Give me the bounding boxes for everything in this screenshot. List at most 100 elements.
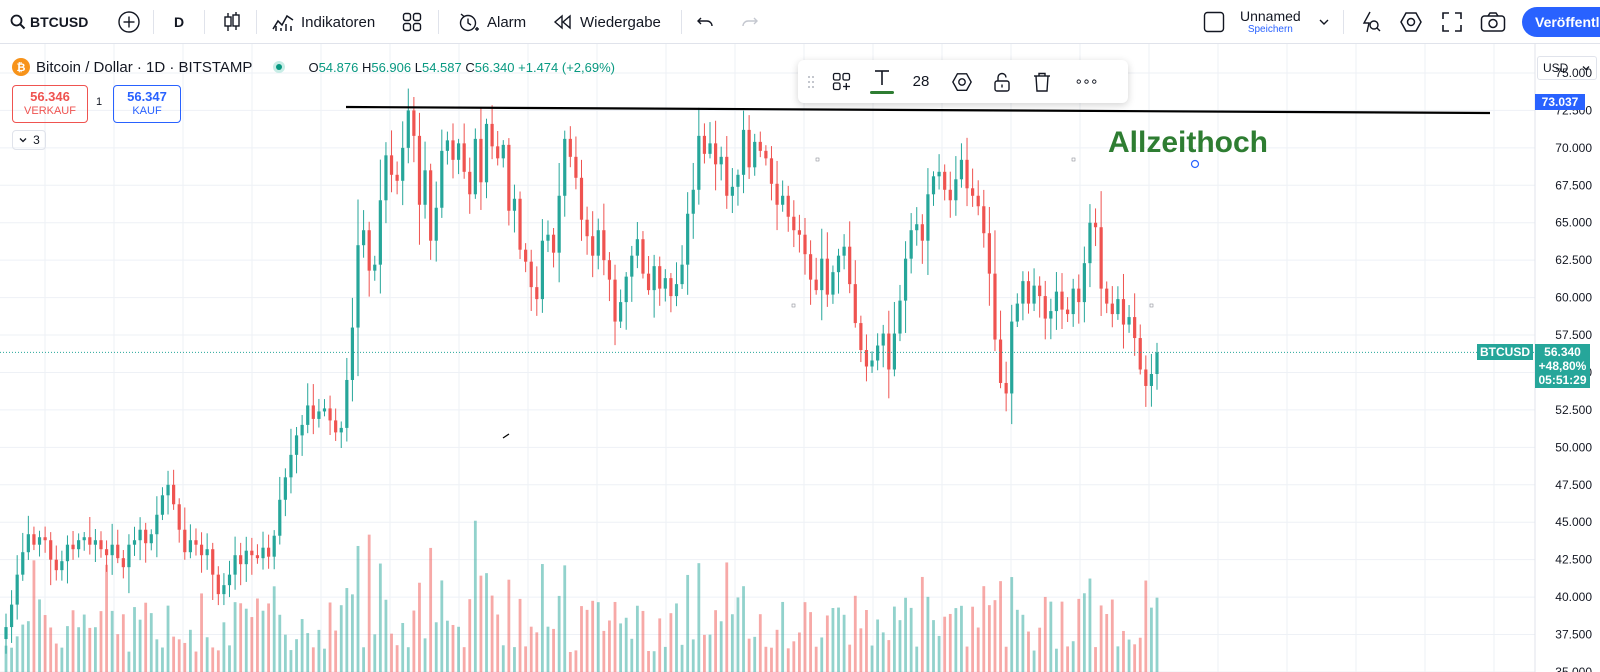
volume-bar [881, 632, 885, 672]
alarm-button[interactable]: Alarm [458, 0, 526, 44]
text-box-handle[interactable] [791, 303, 796, 308]
layout-name-button[interactable]: Unnamed Speichern [1240, 0, 1301, 44]
candle-body [389, 155, 394, 175]
settings-button[interactable] [1399, 0, 1423, 44]
sell-button[interactable]: 56.346 VERKAUF [12, 85, 88, 123]
volume-bar [434, 622, 438, 672]
indicators-button[interactable]: Indikatoren [272, 0, 375, 44]
indicators-collapse-button[interactable]: 3 [12, 130, 46, 150]
volume-bar [613, 601, 617, 672]
candle-body [574, 156, 578, 178]
high-key: H [361, 59, 372, 75]
candle-body [730, 186, 734, 196]
candle-body [367, 230, 371, 271]
publish-button[interactable]: Veröffentlichen [1522, 7, 1600, 37]
layout-checkbox[interactable] [1203, 0, 1225, 44]
undo-button[interactable] [696, 0, 714, 44]
text-color-button[interactable] [864, 60, 900, 103]
quick-search-button[interactable] [1358, 0, 1382, 44]
compare-symbol-button[interactable] [117, 0, 141, 44]
text-box-handle[interactable] [1149, 303, 1154, 308]
candle-body [384, 155, 388, 201]
stray-line-drawing[interactable] [502, 433, 510, 439]
delete-button[interactable] [1024, 60, 1060, 103]
text-color-swatch [870, 91, 894, 94]
volume-bar [1066, 646, 1070, 672]
fullscreen-button[interactable] [1441, 0, 1463, 44]
price-tick-label: 35.000 [1555, 665, 1592, 672]
text-box-handle[interactable] [815, 157, 820, 162]
layout-square-icon [1203, 11, 1225, 33]
volume-bar [250, 617, 254, 672]
currency-label: USD [1543, 61, 1569, 75]
replay-button[interactable]: Wiedergabe [553, 0, 661, 44]
drag-handle[interactable] [802, 60, 820, 103]
templates-button[interactable] [402, 0, 422, 44]
redo-button[interactable] [741, 0, 759, 44]
volume-bar [619, 623, 623, 672]
volume-bar [60, 647, 64, 672]
volume-bar [446, 620, 449, 672]
candlestick-chart[interactable]: Allzeithoch 75.00072.50070.00067.50065.0… [0, 44, 1600, 672]
volume-bar [384, 599, 388, 672]
candle-body [132, 540, 137, 545]
text-anchor-handle[interactable] [1190, 159, 1200, 169]
candle-body [680, 264, 684, 285]
candle-body [211, 549, 215, 575]
snapshot-button[interactable] [1480, 0, 1506, 44]
symbol-search[interactable]: BTCUSD [10, 0, 88, 44]
chart-type-button[interactable] [222, 0, 242, 44]
volume-bar [345, 588, 349, 672]
drawing-settings-button[interactable] [944, 60, 980, 103]
volume-bar [367, 534, 371, 672]
text-box-handle[interactable] [1071, 157, 1076, 162]
spread-value: 1 [96, 96, 103, 108]
candle-body [1060, 291, 1064, 310]
volume-bar [730, 614, 734, 672]
candle-body [998, 339, 1003, 383]
buy-button[interactable]: 56.347 KAUF [113, 85, 181, 123]
candle-body [289, 454, 293, 478]
volume-bar [865, 610, 868, 672]
candle-body [708, 143, 712, 154]
trend-line-drawing[interactable] [345, 105, 1491, 115]
close-key: C [465, 59, 475, 75]
last-price-change: +48,80% [1538, 359, 1587, 374]
toolbar-divider [438, 10, 439, 34]
candle-body [954, 179, 958, 201]
more-button[interactable]: ∘∘∘ [1074, 73, 1098, 89]
annotation-text[interactable]: Allzeithoch [1108, 126, 1268, 159]
indicators-icon [272, 14, 294, 31]
templates-button[interactable] [824, 60, 860, 103]
volume-bar [747, 638, 751, 672]
volume-bar [362, 647, 365, 672]
volume-bar [311, 647, 315, 672]
candle-body [1133, 317, 1137, 339]
volume-bar [38, 599, 41, 672]
volume-bar [943, 616, 947, 672]
font-size-button[interactable]: 28 [912, 73, 930, 90]
volume-bar [691, 639, 695, 672]
candle-body [32, 534, 36, 545]
lock-button[interactable] [984, 60, 1020, 103]
symbol-title[interactable]: Bitcoin / Dollar · 1D · BITSTAMP [36, 58, 253, 76]
volume-bar [88, 627, 92, 672]
volume-bar [228, 645, 231, 672]
volume-bar [937, 635, 941, 672]
chevron-down-icon [1582, 65, 1590, 70]
volume-bar [155, 639, 159, 672]
volume-bar [641, 610, 645, 672]
layout-menu-chevron[interactable] [1318, 0, 1330, 44]
currency-select[interactable]: USD [1537, 56, 1597, 80]
high-value: 56.906 [371, 59, 412, 75]
volume-bar [976, 627, 980, 672]
volume-bar [21, 624, 25, 672]
volume-bar [32, 560, 36, 672]
open-key: O [308, 59, 319, 75]
candle-body [283, 477, 287, 500]
candle-body [1071, 288, 1075, 315]
sell-label: VERKAUF [24, 105, 76, 117]
volume-bar [775, 629, 779, 672]
candle-body [155, 514, 159, 535]
interval-button[interactable]: D [174, 14, 185, 30]
